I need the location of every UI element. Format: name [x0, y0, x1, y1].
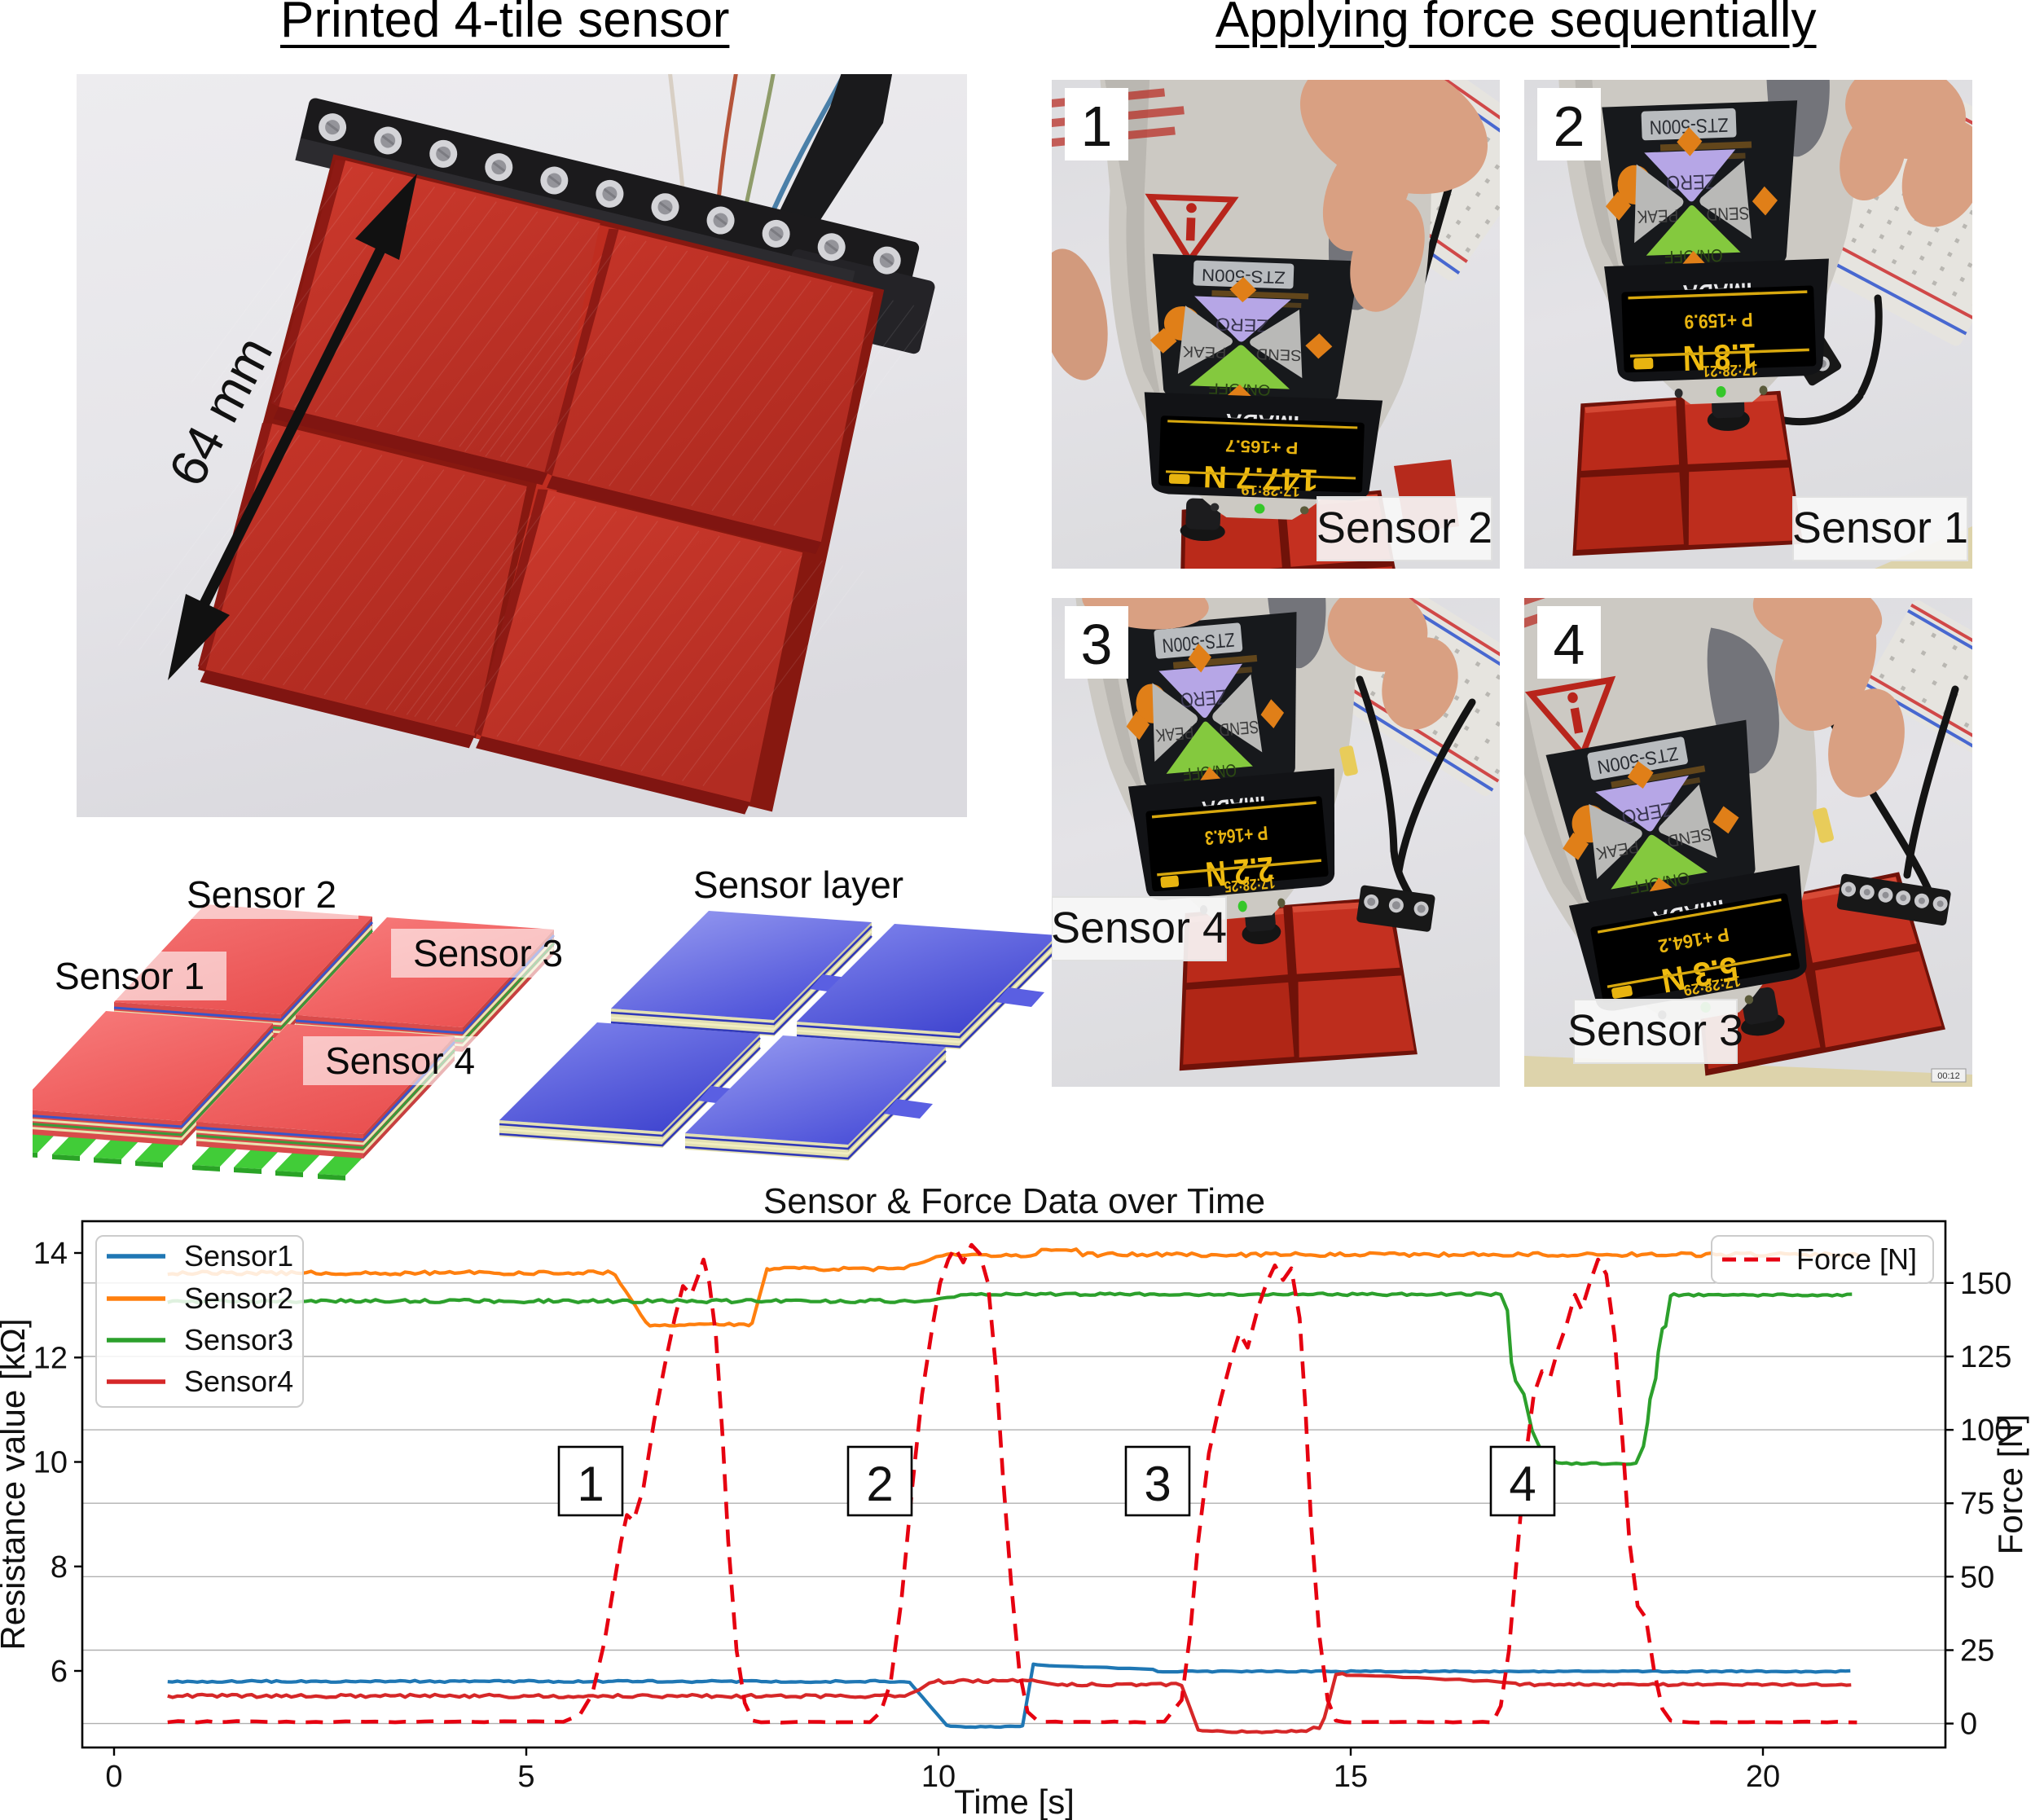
- svg-text:8: 8: [51, 1550, 68, 1585]
- svg-text:Sensor 3: Sensor 3: [413, 932, 563, 974]
- svg-text:2.2 N: 2.2 N: [1204, 849, 1275, 895]
- svg-text:Sensor3: Sensor3: [184, 1323, 293, 1356]
- svg-text:15: 15: [1334, 1760, 1368, 1794]
- svg-text:14: 14: [33, 1237, 68, 1271]
- svg-text:P +159.9: P +159.9: [1684, 309, 1753, 333]
- svg-text:SEND: SEND: [1255, 345, 1302, 363]
- svg-text:1: 1: [1081, 95, 1113, 158]
- svg-text:150: 150: [1960, 1267, 2011, 1301]
- svg-text:10: 10: [921, 1760, 956, 1794]
- svg-text:Sensor layer: Sensor layer: [693, 864, 903, 906]
- svg-text:3: 3: [1144, 1457, 1171, 1511]
- svg-text:17:28:25: 17:28:25: [1224, 873, 1276, 895]
- svg-text:6: 6: [51, 1655, 68, 1689]
- svg-text:Sensor 2: Sensor 2: [1317, 503, 1492, 552]
- svg-text:147.7 N: 147.7 N: [1202, 459, 1318, 497]
- svg-text:Sensor2: Sensor2: [184, 1281, 293, 1315]
- svg-text:10: 10: [33, 1446, 68, 1480]
- svg-text:Force [N]: Force [N]: [1796, 1242, 1917, 1276]
- svg-text:ZERO: ZERO: [1215, 314, 1268, 336]
- svg-text:75: 75: [1960, 1487, 1994, 1521]
- svg-text:4: 4: [1509, 1457, 1536, 1511]
- svg-text:P +164.3: P +164.3: [1204, 822, 1269, 850]
- svg-text:Force [N]: Force [N]: [1991, 1414, 2029, 1555]
- svg-text:3: 3: [1081, 613, 1113, 676]
- svg-text:25: 25: [1960, 1634, 1994, 1668]
- svg-text:P +165.7: P +165.7: [1225, 436, 1299, 458]
- svg-text:2: 2: [866, 1457, 893, 1511]
- svg-text:SEND: SEND: [1219, 716, 1259, 739]
- svg-text:50: 50: [1960, 1560, 1994, 1594]
- svg-text:0: 0: [1960, 1708, 1977, 1742]
- svg-text:12: 12: [33, 1341, 68, 1375]
- svg-text:Sensor 4: Sensor 4: [325, 1040, 475, 1082]
- svg-text:SEND: SEND: [1706, 203, 1750, 224]
- svg-text:Time [s]: Time [s]: [954, 1783, 1075, 1820]
- svg-text:0: 0: [105, 1760, 122, 1794]
- svg-text:5: 5: [517, 1760, 534, 1794]
- svg-text:PEAK: PEAK: [1637, 205, 1679, 226]
- svg-text:17:28:19: 17:28:19: [1241, 482, 1300, 500]
- svg-text:Sensor 1: Sensor 1: [1792, 503, 1968, 552]
- svg-text:ZERO: ZERO: [1666, 169, 1717, 194]
- svg-text:4: 4: [1554, 613, 1585, 676]
- svg-text:125: 125: [1960, 1340, 2011, 1374]
- svg-text:100: 100: [1960, 1413, 2011, 1448]
- svg-text:Sensor 3: Sensor 3: [1567, 1006, 1743, 1055]
- svg-text:Sensor 2: Sensor 2: [187, 873, 336, 916]
- svg-text:17:28:21: 17:28:21: [1702, 361, 1758, 381]
- svg-text:PEAK: PEAK: [1182, 342, 1226, 361]
- svg-text:Sensor & Force Data over Time: Sensor & Force Data over Time: [763, 1181, 1265, 1221]
- svg-text:2: 2: [1554, 95, 1585, 158]
- svg-text:1: 1: [577, 1457, 604, 1511]
- svg-text:Sensor 1: Sensor 1: [55, 955, 204, 997]
- svg-text:00:12: 00:12: [1937, 1071, 1960, 1081]
- svg-text:Sensor4: Sensor4: [184, 1365, 293, 1398]
- svg-text:Resistance value [kΩ]: Resistance value [kΩ]: [0, 1318, 32, 1650]
- svg-text:PEAK: PEAK: [1155, 722, 1195, 745]
- svg-text:20: 20: [1746, 1760, 1780, 1794]
- svg-text:1.8 N: 1.8 N: [1682, 336, 1757, 378]
- svg-text:Sensor1: Sensor1: [184, 1239, 293, 1273]
- svg-text:Sensor 4: Sensor 4: [1052, 903, 1227, 952]
